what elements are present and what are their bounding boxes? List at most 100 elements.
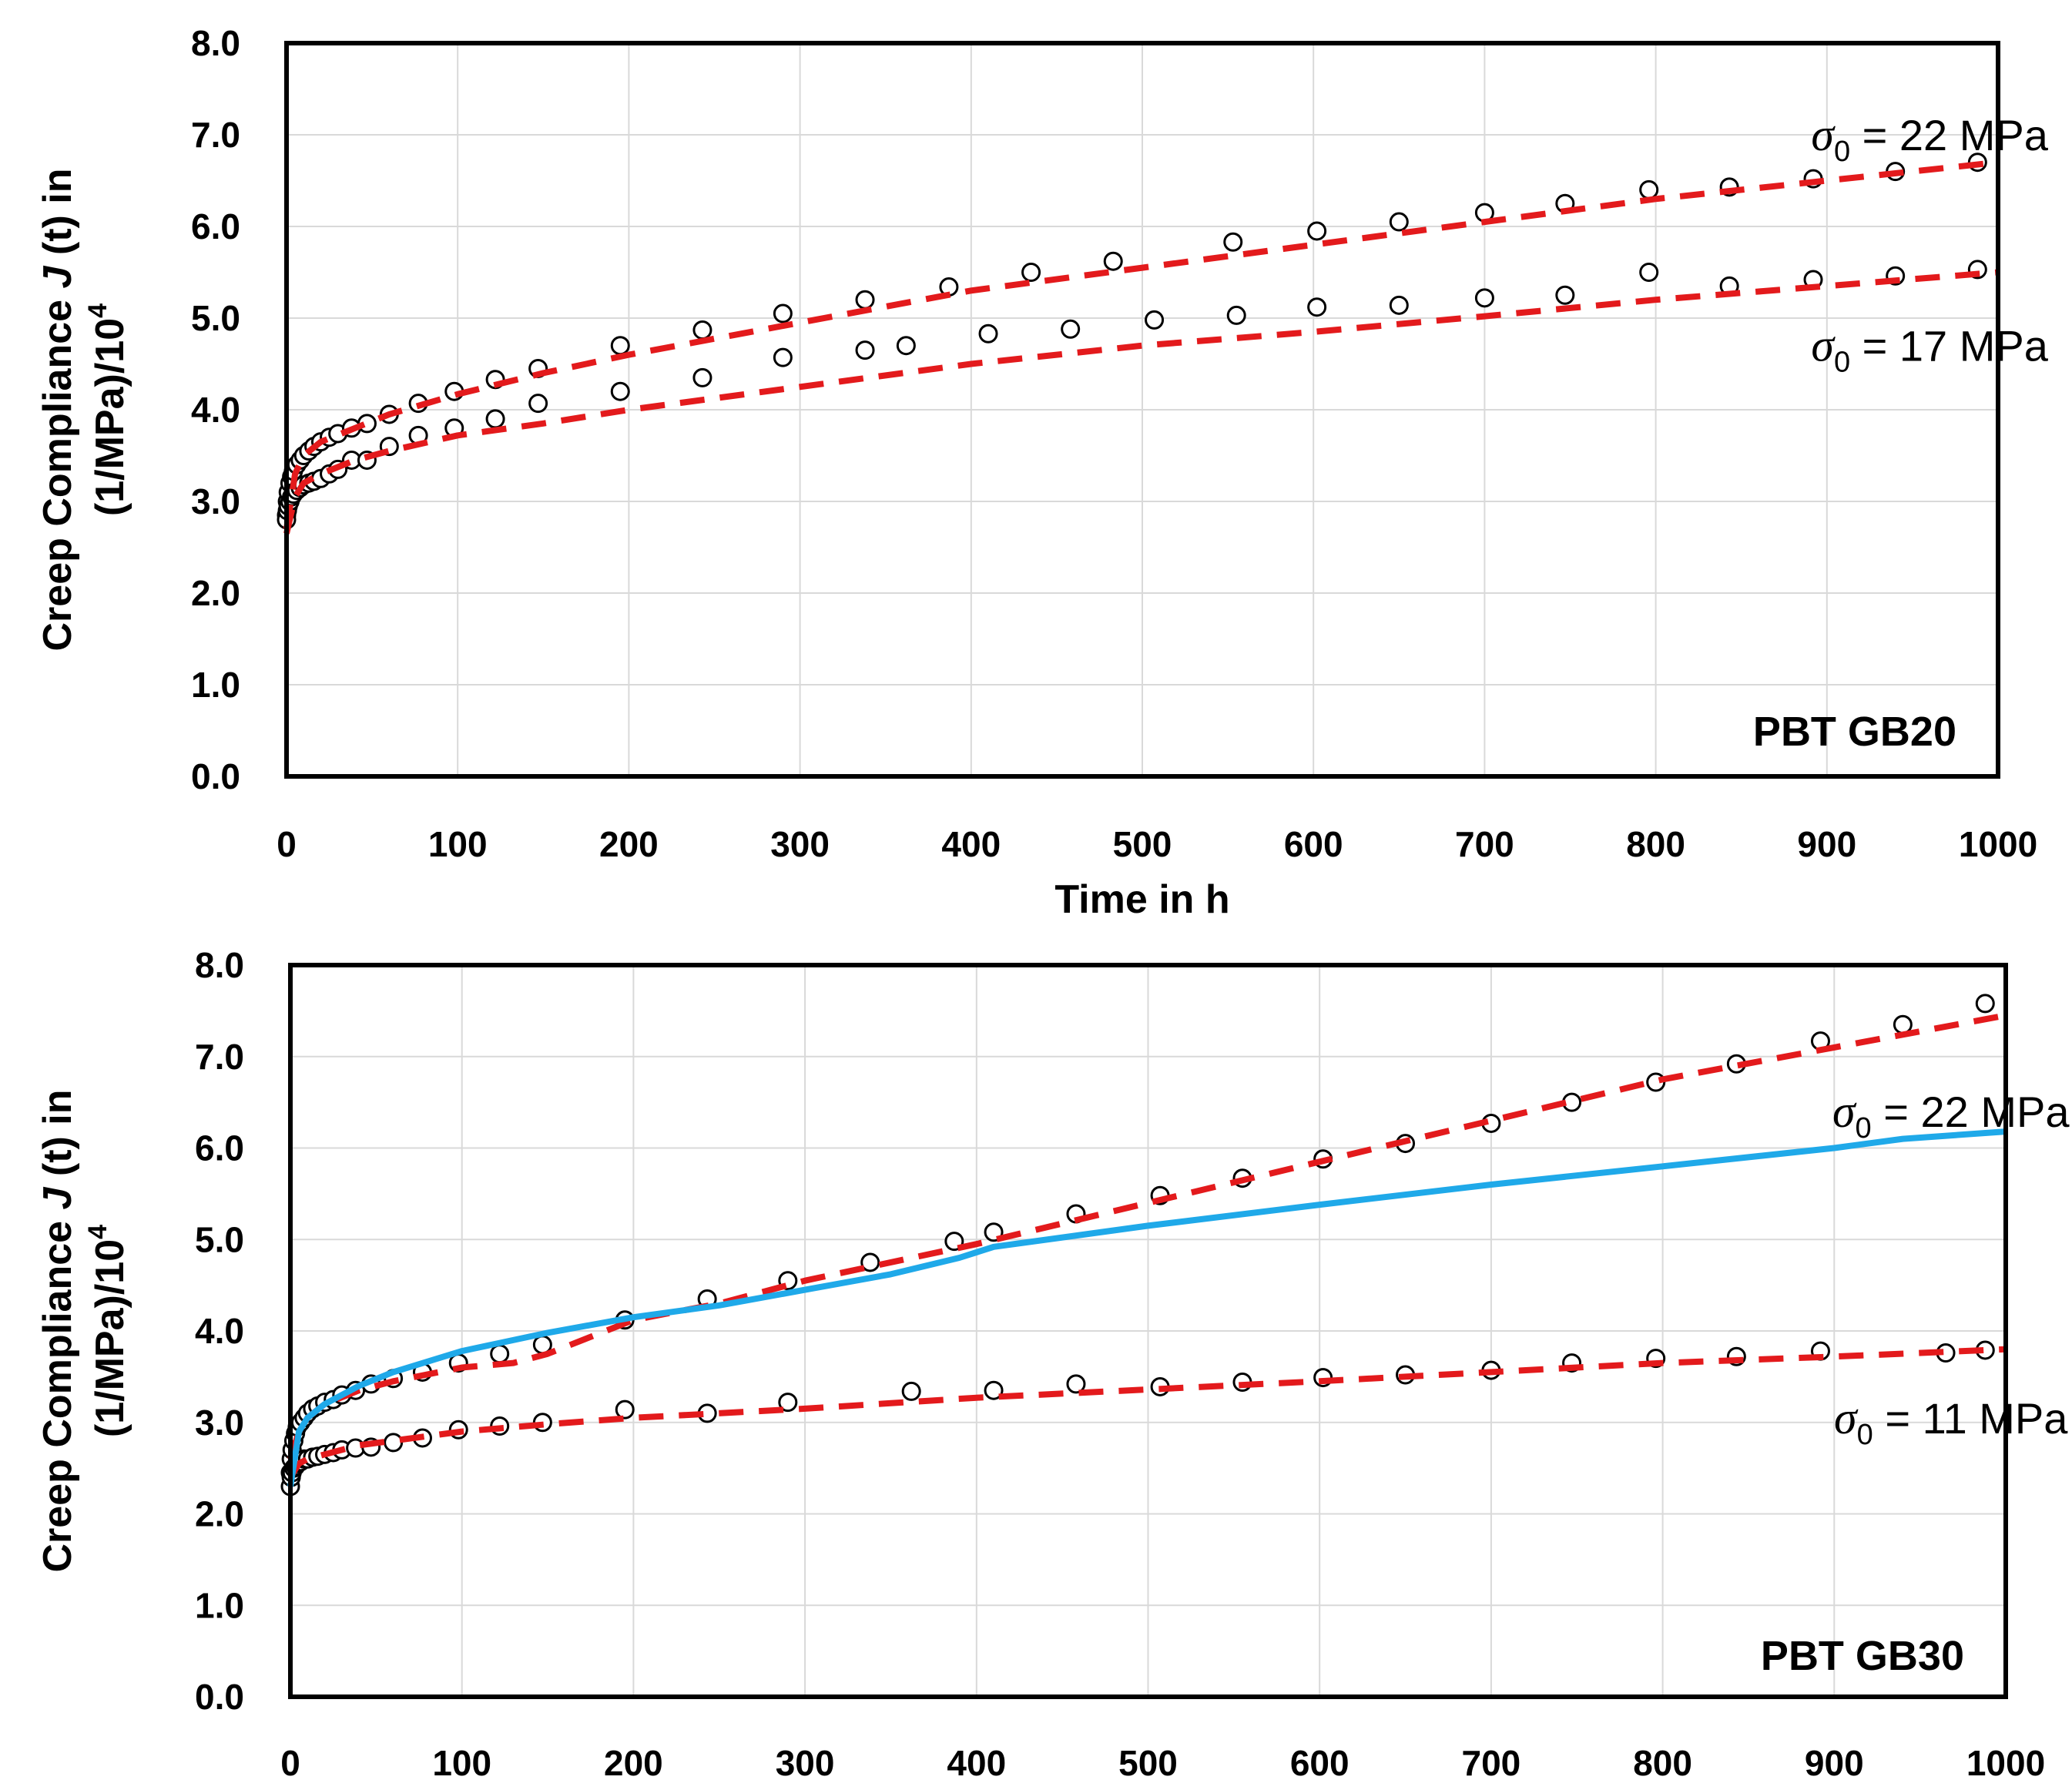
stress-value: = 17 MPa — [1850, 322, 2049, 370]
y-tick-label: 6.0 — [195, 1128, 244, 1168]
x-tick-label: 700 — [1462, 1743, 1521, 1783]
x-tick-label: 400 — [947, 1743, 1006, 1783]
data-point — [692, 320, 712, 340]
y-axis-title-exponent: 4 — [83, 1225, 112, 1239]
data-point — [1555, 285, 1575, 305]
y-tick-label: 4.0 — [191, 390, 240, 430]
plot-frame — [284, 41, 2000, 779]
x-tick-label: 900 — [1797, 824, 1856, 864]
data-point — [1021, 263, 1041, 282]
y-axis-title-text: (1/MPa)/10 — [88, 1239, 132, 1437]
data-point — [860, 1252, 880, 1272]
y-axis-title-line2: (1/MPa)/104 — [83, 303, 132, 516]
data-point — [855, 290, 875, 310]
x-tick-label: 100 — [432, 1743, 491, 1783]
data-point — [1226, 305, 1246, 325]
y-axis-title-text: (1/MPa)/10 — [88, 318, 132, 516]
y-tick-label: 5.0 — [195, 1219, 244, 1259]
data-point — [610, 381, 630, 401]
data-point — [610, 336, 630, 356]
y-axis-title-line1: Creep Compliance J (t) in — [35, 168, 80, 651]
data-point — [1307, 297, 1327, 317]
x-tick-label: 700 — [1455, 824, 1514, 864]
sigma-symbol: σ — [1811, 320, 1836, 371]
x-tick-label: 100 — [428, 824, 488, 864]
plot-frame — [288, 963, 2008, 1699]
y-axis-title-text: Creep Compliance — [35, 1209, 80, 1572]
y-axis-title-line1: Creep Compliance J (t) in — [35, 1089, 80, 1572]
model-curve — [283, 159, 1999, 530]
series-5 — [287, 1128, 2007, 1487]
y-axis-title: Creep Compliance J (t) in(1/MPa)/104 — [35, 1089, 132, 1572]
data-point — [1223, 232, 1243, 252]
x-tick-label: 0 — [277, 824, 297, 864]
chart-panel-2: 0.01.02.03.04.05.06.07.08.00 100 200 300 400… — [35, 945, 2070, 1783]
x-tick-label: 1000 — [1959, 824, 2037, 864]
y-tick-label: 7.0 — [191, 115, 240, 155]
data-point — [490, 1344, 510, 1364]
data-point — [773, 347, 793, 367]
y-tick-label: 1.0 — [191, 665, 240, 705]
x-tick-label: 900 — [1805, 1743, 1864, 1783]
data-point — [1066, 1374, 1086, 1394]
data-point — [1639, 263, 1659, 282]
data-point — [978, 323, 998, 344]
data-point — [1061, 319, 1081, 339]
stress-annotation: σ0 = 17 MPa — [1811, 320, 2048, 379]
x-axis-title: Time in h — [1054, 877, 1229, 922]
x-tick-label: 0 — [280, 1743, 300, 1783]
y-tick-label: 1.0 — [195, 1585, 244, 1625]
y-tick-label: 2.0 — [195, 1494, 244, 1534]
x-tick-label: 400 — [941, 824, 1001, 864]
y-tick-label: 8.0 — [191, 23, 240, 63]
series-1 — [280, 994, 1995, 1483]
x-tick-label: 200 — [604, 1743, 663, 1783]
data-point — [896, 336, 916, 356]
sigma-subscript: 0 — [1857, 1419, 1873, 1451]
data-point — [1389, 212, 1409, 232]
data-point — [384, 1433, 404, 1453]
x-tick-label: 800 — [1633, 1743, 1692, 1783]
data-point — [1639, 179, 1659, 199]
y-axis-title-text: Creep Compliance — [35, 288, 80, 651]
y-axis-title-text: (t) in — [35, 1089, 80, 1187]
data-point — [1389, 295, 1409, 315]
stress-value: = 22 MPa — [1872, 1088, 2070, 1136]
sigma-symbol: σ — [1834, 1393, 1859, 1443]
y-axis-title-symbol: J — [35, 1186, 80, 1209]
sigma-subscript: 0 — [1834, 347, 1850, 379]
data-point — [615, 1399, 635, 1420]
series-1 — [277, 153, 1987, 525]
stress-annotation: σ0 = 22 MPa — [1811, 109, 2048, 168]
data-point — [1103, 251, 1123, 271]
data-point — [1307, 221, 1327, 241]
x-tick-label: 300 — [770, 824, 830, 864]
panel-label: PBT GB30 — [1761, 1633, 1964, 1679]
y-tick-label: 0.0 — [195, 1677, 244, 1717]
data-point — [1474, 288, 1494, 308]
y-axis-title-text: (t) in — [35, 168, 80, 266]
y-tick-label: 2.0 — [191, 573, 240, 613]
y-axis-title-exponent: 4 — [83, 303, 112, 318]
data-point — [773, 303, 793, 323]
y-tick-label: 5.0 — [191, 298, 240, 338]
y-tick-label: 3.0 — [191, 481, 240, 521]
y-tick-label: 4.0 — [195, 1311, 244, 1351]
chart-panel-1: 0.01.02.03.04.05.06.07.08.00 100 200 300 400… — [35, 23, 2049, 922]
x-tick-label: 1000 — [1966, 1743, 2045, 1783]
data-point — [901, 1381, 921, 1401]
data-point — [984, 1380, 1004, 1400]
data-point — [778, 1393, 798, 1413]
data-point — [1145, 310, 1165, 330]
sigma-subscript: 0 — [1834, 136, 1850, 168]
series-2 — [280, 1340, 1995, 1497]
y-tick-label: 0.0 — [191, 756, 240, 796]
stress-annotation: σ0 = 11 MPa — [1834, 1393, 2068, 1451]
stress-value: = 11 MPa — [1873, 1394, 2069, 1443]
gridlines — [290, 965, 2006, 1697]
x-tick-label: 600 — [1284, 824, 1343, 864]
x-tick-label: 300 — [776, 1743, 835, 1783]
y-tick-label: 8.0 — [195, 945, 244, 985]
series-2 — [277, 260, 1987, 530]
